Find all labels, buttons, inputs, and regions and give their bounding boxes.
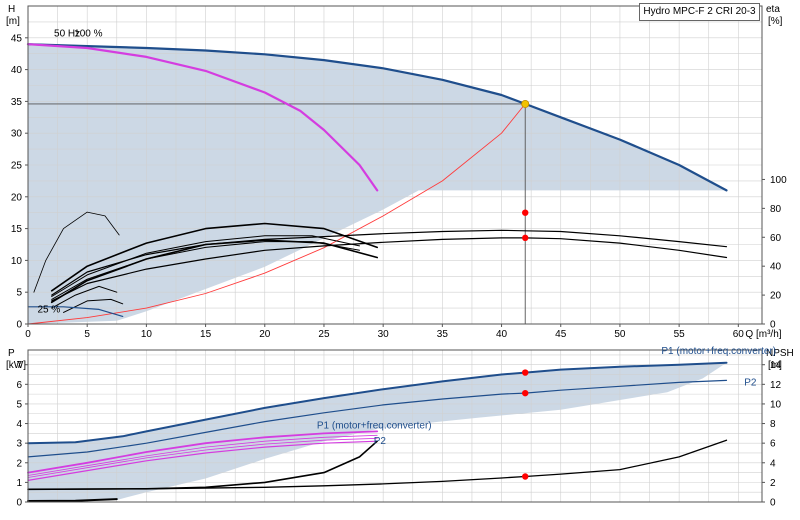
x-tick-label: 0 [25,329,31,340]
y-tick-label: 1 [16,478,22,489]
x-tick-label: 40 [496,329,508,340]
curve-label: 100 % [74,29,102,40]
series-p2-single [27,440,378,481]
series-eta-small-2 [63,298,124,313]
series-p1-single-b [27,434,378,476]
y2-tick-label: 4 [770,458,776,469]
y2-tick-label: 14 [770,360,782,371]
y2-tick-label: 20 [770,291,782,302]
y-tick-label: 7 [16,360,22,371]
curve-label: 50 Hz [54,29,80,40]
y-tick-label: 45 [11,33,23,44]
y2-tick-label: 8 [770,419,776,430]
y2-tick-label: 10 [770,399,782,410]
y2-tick-label: 6 [770,439,776,450]
y2-tick-label: 0 [770,320,776,331]
x-tick-label: 50 [614,329,626,340]
x-tick-label: 35 [437,329,449,340]
x-tick-label: 20 [259,329,271,340]
y-axis-unit: [kW] [6,360,26,371]
head-panel: 051015202530354045020406080100H[m]eta[%]… [6,4,787,340]
series-eta-total-upper [51,229,728,296]
x-tick-label: 25 [318,329,330,340]
plot-border [27,349,763,503]
series-npsh-single [27,440,378,491]
series-system-curve [27,103,526,325]
y-tick-label: 0 [16,320,22,331]
series-head-single-pump [26,43,379,192]
series-eta-total-lower [51,237,728,302]
y2-tick-label: 12 [770,380,782,391]
curve-label: P1 (motor+freq.converter) [661,346,776,357]
y-tick-label: 0 [16,498,22,509]
curve-label: P1 (motor+freq.converter) [317,420,432,431]
x-tick-label: 60 [733,329,745,340]
y-tick-label: 40 [11,65,23,76]
y2-tick-label: 2 [770,478,776,489]
x-tick-label: 5 [84,329,90,340]
x-tick-label: 30 [378,329,390,340]
y2-tick-label: 40 [770,262,782,273]
curve-label: P2 [744,377,757,388]
x-tick-label: 55 [674,329,686,340]
curve-marker [522,209,529,216]
y2-tick-label: 0 [770,498,776,509]
y2-axis-unit: [m] [768,360,782,371]
series-eta-small-1 [51,285,118,309]
y-tick-label: 30 [11,129,23,140]
y-tick-label: 20 [11,192,23,203]
y-axis-label: P [8,348,15,359]
series-eta-single-1 [50,222,378,292]
y-tick-label: 10 [11,256,23,267]
y-tick-label: 5 [16,288,22,299]
x-axis-label: Q [m³/h] [745,329,781,340]
chart-title: Hydro MPC-F 2 CRI 20-3 [639,3,760,21]
series-p1-single [27,430,379,474]
curve-marker [522,369,529,376]
x-tick-label: 15 [200,329,212,340]
series-eta-single-2 [50,239,378,304]
x-tick-label: 10 [141,329,153,340]
series-head-100 [26,43,728,192]
y-tick-label: 6 [16,380,22,391]
y2-tick-label: 60 [770,233,782,244]
y2-tick-label: 100 [770,175,787,186]
x-tick-label: 45 [555,329,567,340]
curve-label: 25 % [37,305,60,316]
series-eta-single-4 [51,241,360,300]
y-tick-label: 3 [16,439,22,450]
y-tick-label: 4 [16,419,22,430]
y-axis-label: H [8,4,15,15]
curve-marker [522,473,529,480]
y-tick-label: 25 [11,161,23,172]
y-axis-unit: [m] [6,16,20,27]
y2-axis-label: NPSH [766,348,794,359]
duty-point-marker [521,99,530,108]
y-tick-label: 35 [11,97,23,108]
series-npsh-total [27,439,728,490]
y-tick-label: 5 [16,399,22,410]
curve-marker [522,389,529,397]
curve-label: P2 [374,436,387,447]
operating-envelope [28,362,727,502]
series-p2-single-b [27,437,378,478]
curve-marker [522,234,529,242]
series-head-25 [27,306,124,317]
y2-axis-label: eta [766,4,780,15]
series-p1-total [27,361,728,445]
series-npsh-small [27,498,118,502]
y-tick-label: 15 [11,224,23,235]
y2-axis-unit: [%] [768,16,783,27]
series-eta-low-speed [33,211,120,293]
series-eta-single-3 [51,235,360,297]
y-tick-label: 2 [16,458,22,469]
series-p2-total [27,379,728,458]
y2-tick-label: 80 [770,204,782,215]
